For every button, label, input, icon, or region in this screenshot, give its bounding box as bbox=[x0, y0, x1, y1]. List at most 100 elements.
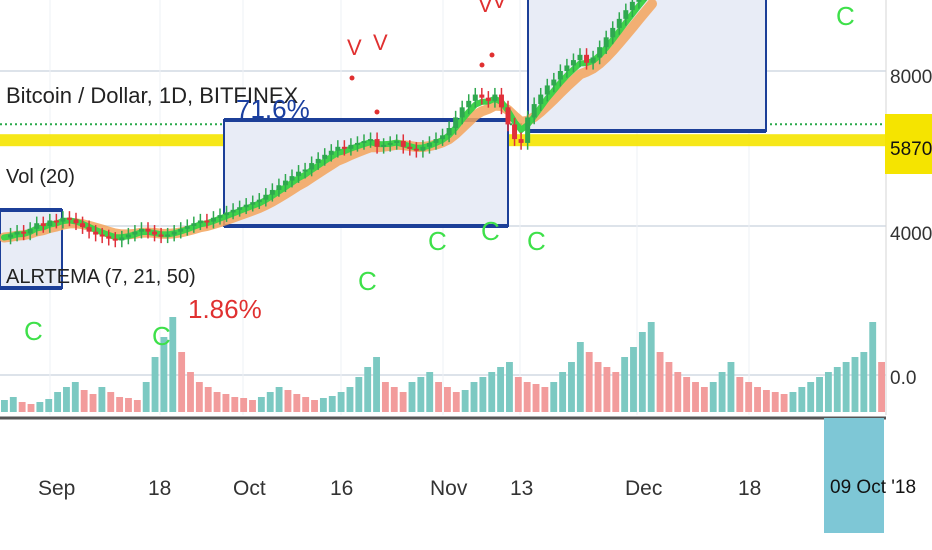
candle-body bbox=[289, 176, 295, 181]
volume-bar bbox=[240, 398, 248, 412]
current-price-label: 5870.8 bbox=[890, 139, 932, 160]
volume-bar bbox=[656, 352, 664, 412]
time-axis[interactable]: Sep 18 Oct 16 Nov 13 Dec 18 09 Oct '18 bbox=[0, 415, 932, 550]
candle-body bbox=[394, 140, 400, 143]
volume-bar bbox=[195, 382, 203, 412]
volume-bar bbox=[506, 362, 513, 412]
volume-bar bbox=[302, 397, 310, 412]
volume-bar bbox=[311, 400, 318, 412]
candle-body bbox=[243, 204, 249, 208]
range-zone-0 bbox=[223, 119, 509, 227]
candle-body bbox=[557, 71, 563, 80]
volume-bar bbox=[435, 382, 442, 412]
volume-bar bbox=[789, 392, 797, 412]
volume-bar bbox=[665, 362, 673, 412]
volume-bar bbox=[444, 387, 451, 412]
volume-bar bbox=[142, 382, 150, 412]
time-cursor-badge bbox=[824, 418, 884, 533]
volume-bar bbox=[630, 347, 637, 412]
candle-body bbox=[328, 150, 334, 155]
candle-body bbox=[459, 107, 465, 118]
volume-bar bbox=[9, 397, 17, 412]
volume-bar bbox=[160, 337, 168, 412]
volume-bar bbox=[346, 387, 354, 412]
candle-body bbox=[178, 228, 184, 232]
candle-body bbox=[34, 223, 40, 229]
volume-bar bbox=[833, 367, 841, 412]
candle-body bbox=[616, 18, 622, 28]
candle-body bbox=[420, 146, 426, 151]
volume-bar bbox=[187, 372, 194, 412]
price-axis[interactable]: 8000.0 4000.0 5870.8 0.0 bbox=[885, 0, 932, 415]
candle-body bbox=[14, 231, 20, 235]
candle-body bbox=[93, 231, 99, 235]
candle-body bbox=[597, 47, 603, 58]
candle-body bbox=[184, 226, 190, 229]
candle-body bbox=[446, 127, 452, 136]
candle-body bbox=[335, 146, 341, 151]
candle-body bbox=[256, 199, 262, 203]
volume-bar bbox=[479, 377, 487, 412]
candle-body bbox=[80, 223, 86, 228]
volume-bar bbox=[355, 377, 363, 412]
candle-body bbox=[629, 1, 635, 11]
candle-body bbox=[165, 234, 171, 237]
time-tick-16-oct: 16 bbox=[330, 477, 353, 500]
volume-bar bbox=[328, 396, 336, 412]
volume-bar bbox=[745, 382, 753, 412]
candle-body bbox=[577, 54, 583, 61]
volume-bar bbox=[860, 352, 868, 412]
symbol-legend: Bitcoin / Dollar, 1D, BITFINEX bbox=[6, 83, 299, 108]
volume-bar bbox=[541, 387, 549, 412]
volume-bar bbox=[780, 394, 788, 412]
range-zone-1 bbox=[527, 0, 767, 132]
volume-bar bbox=[266, 392, 274, 412]
signal-dot-0 bbox=[349, 75, 355, 81]
ema-layer bbox=[0, 0, 657, 243]
volume-bar bbox=[98, 387, 106, 412]
candle-body bbox=[197, 220, 203, 224]
volume-bar bbox=[337, 392, 345, 412]
candle-body bbox=[86, 227, 92, 232]
candle-body bbox=[472, 94, 478, 101]
candle-body bbox=[531, 104, 537, 118]
candle-body bbox=[145, 228, 151, 232]
time-tick-oct: Oct bbox=[233, 477, 266, 500]
candle-body bbox=[158, 234, 164, 237]
candle-body bbox=[636, 0, 642, 2]
candle-body bbox=[544, 85, 550, 95]
candle-body bbox=[237, 207, 243, 210]
volume-bar bbox=[647, 322, 655, 412]
time-tick-18-dec: 18 bbox=[738, 477, 761, 500]
candle-body bbox=[413, 148, 419, 151]
cycle-marker-c-1: C bbox=[152, 321, 171, 351]
percent-label-up: 71.6% bbox=[236, 94, 310, 124]
volume-bar bbox=[107, 392, 115, 412]
candle-body bbox=[564, 65, 570, 71]
candle-body bbox=[479, 94, 485, 98]
candle-body bbox=[590, 57, 596, 63]
volume-layer bbox=[1, 317, 885, 412]
volume-bar bbox=[125, 398, 132, 412]
candle-body bbox=[119, 237, 125, 241]
volume-bar bbox=[470, 382, 478, 412]
price-tick-8000: 8000.0 bbox=[890, 67, 932, 88]
volume-bar bbox=[204, 387, 212, 412]
time-tick-18-sep: 18 bbox=[148, 477, 171, 500]
volume-bar bbox=[89, 394, 97, 412]
volume-bar bbox=[45, 399, 53, 412]
candle-body bbox=[492, 94, 498, 101]
candle-body bbox=[387, 142, 393, 145]
candle-body bbox=[47, 220, 53, 226]
candle-body bbox=[381, 144, 387, 147]
volume-bar bbox=[133, 400, 141, 412]
candle-body bbox=[296, 171, 302, 177]
candle-body bbox=[426, 142, 432, 147]
candle-body bbox=[348, 144, 354, 149]
cycle-marker-c-3: C bbox=[428, 226, 447, 256]
ema-line-fast bbox=[1, 0, 648, 241]
volume-bar bbox=[771, 392, 779, 412]
candle-body bbox=[623, 10, 629, 19]
signal-dot-1 bbox=[374, 109, 380, 115]
